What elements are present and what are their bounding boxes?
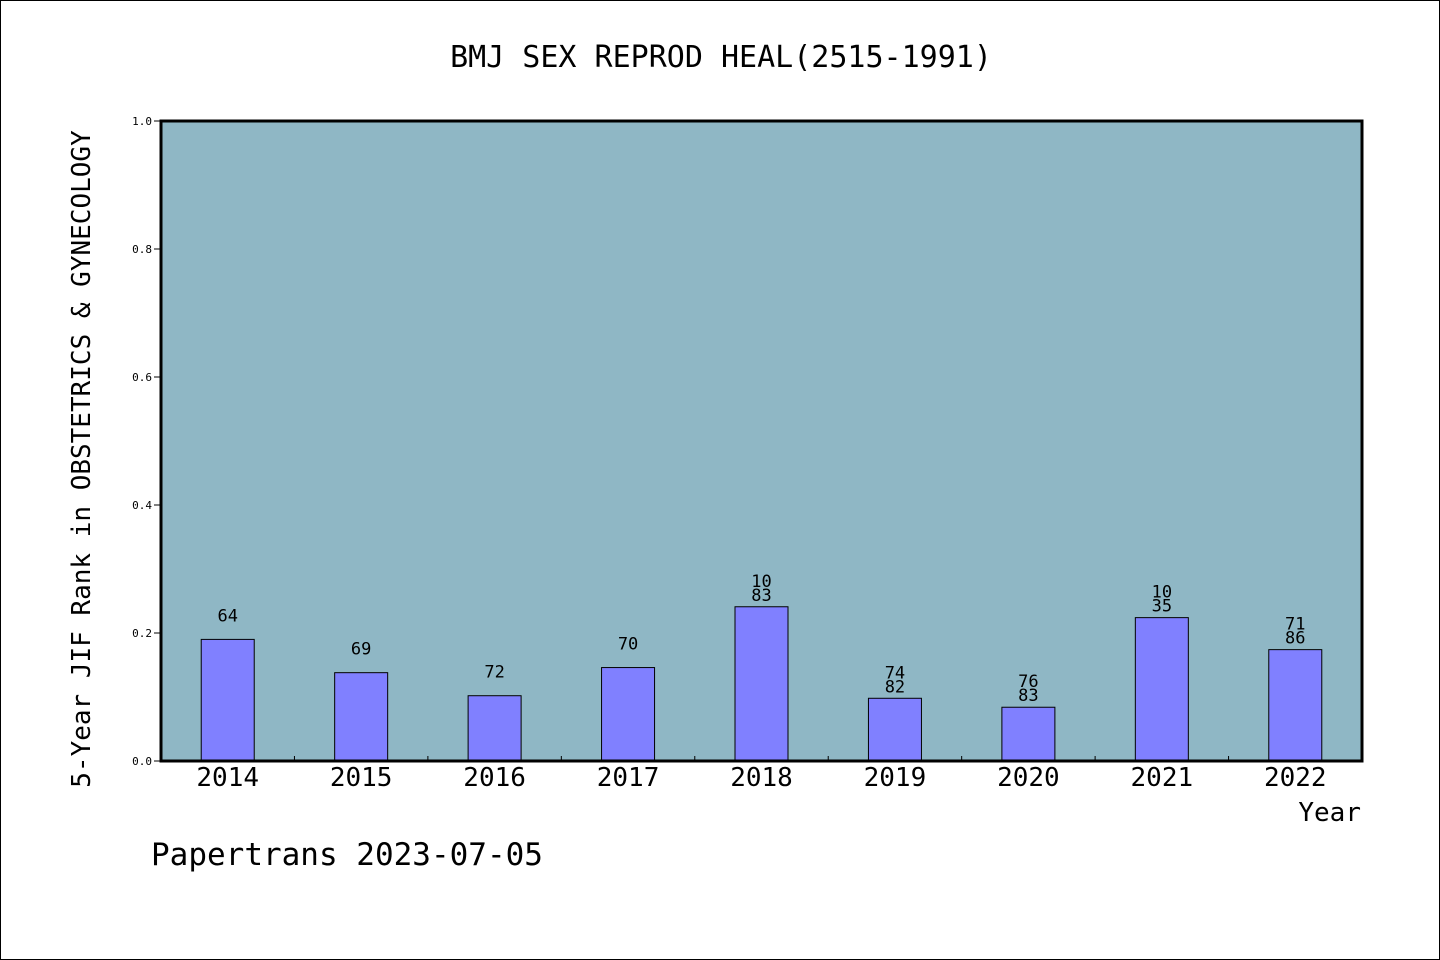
bar-2016	[467, 695, 522, 762]
x-axis: 2014 2015 2016 2017 2018 2019 2020 2021 2022	[196, 756, 1327, 793]
bar-label: 69	[351, 640, 371, 660]
y-tick-label: 0.4	[132, 499, 152, 512]
x-tick-label: 2021	[1131, 763, 1194, 793]
chart-title: BMJ SEX REPROD HEAL(2515-1991)	[450, 40, 992, 75]
bar-label: 10	[1152, 583, 1172, 603]
bar-2018	[734, 606, 789, 762]
footer-credit: Papertrans 2023-07-05	[151, 837, 543, 873]
x-tick-label: 2014	[196, 763, 259, 793]
bar-2019	[867, 697, 922, 762]
y-tick-label: 0.6	[132, 371, 152, 384]
bar-label: 83	[751, 586, 771, 606]
bars-layer	[200, 606, 1323, 762]
bar-2017	[601, 667, 656, 762]
bar-label: 64	[217, 606, 237, 626]
bar-2020	[1001, 706, 1056, 762]
y-tick-label: 0.2	[132, 627, 152, 640]
bar-label: 83	[1018, 686, 1038, 706]
bar-2022	[1268, 649, 1323, 762]
x-tick-label: 2022	[1264, 763, 1327, 793]
x-tick-label: 2019	[864, 763, 927, 793]
bar-label: 35	[1152, 597, 1172, 617]
x-axis-label: Year	[1298, 798, 1361, 828]
y-axis-label: 5-Year JIF Rank in OBSTETRICS & GYNECOLO…	[67, 130, 97, 788]
bar-label: 71	[1285, 615, 1305, 635]
x-tick-label: 2016	[463, 763, 526, 793]
bar-label: 10	[751, 572, 771, 592]
bar-label: 70	[618, 635, 638, 655]
bar-label: 72	[484, 663, 504, 683]
y-tick-label: 0.0	[132, 755, 152, 768]
bar-label: 82	[885, 677, 905, 697]
y-tick-label: 1.0	[132, 115, 152, 128]
y-tick-label: 0.8	[132, 243, 152, 256]
y-axis: 0.0 0.2 0.4 0.6 0.8 1.0	[132, 115, 161, 768]
x-tick-label: 2017	[597, 763, 660, 793]
x-tick-label: 2015	[330, 763, 393, 793]
bar-label: 76	[1018, 672, 1038, 692]
x-tick-label: 2020	[997, 763, 1060, 793]
bar-2014	[200, 638, 255, 762]
bar-label: 74	[885, 663, 905, 683]
bar-2021	[1134, 617, 1189, 762]
bar-label: 86	[1285, 629, 1305, 649]
plot-border	[159, 119, 1364, 763]
x-tick-label: 2018	[730, 763, 793, 793]
bar-2015	[334, 672, 389, 762]
